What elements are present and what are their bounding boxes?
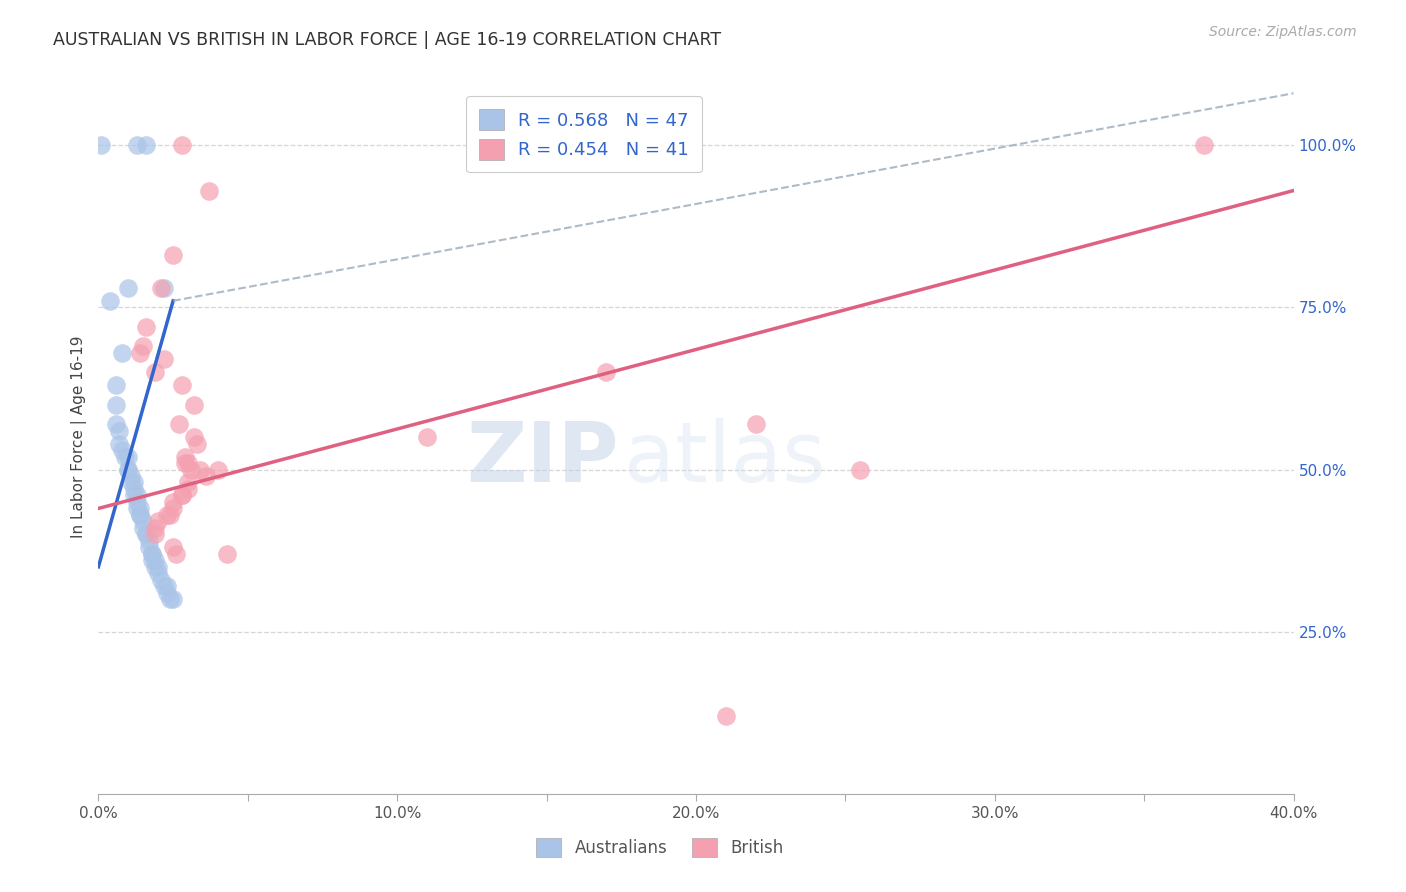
Point — [159, 592, 181, 607]
Point — [198, 184, 221, 198]
Y-axis label: In Labor Force | Age 16-19: In Labor Force | Age 16-19 — [72, 335, 87, 539]
Point — [172, 488, 194, 502]
Point — [127, 488, 149, 502]
Text: atlas: atlas — [624, 418, 825, 499]
Point — [124, 475, 146, 490]
Point — [124, 488, 146, 502]
Point — [132, 515, 155, 529]
Point — [143, 521, 166, 535]
Point — [162, 495, 184, 509]
Point — [153, 281, 176, 295]
Point — [165, 547, 187, 561]
Point — [129, 508, 152, 522]
Point — [416, 430, 439, 444]
Legend: Australians, British: Australians, British — [530, 831, 790, 864]
Point — [156, 508, 179, 522]
Point — [207, 462, 229, 476]
Point — [162, 248, 184, 262]
Point — [195, 469, 218, 483]
Point — [156, 579, 179, 593]
Point — [141, 547, 163, 561]
Point — [111, 345, 134, 359]
Point — [156, 586, 179, 600]
Point — [174, 456, 197, 470]
Point — [108, 424, 131, 438]
Text: ZIP: ZIP — [465, 418, 619, 499]
Point — [132, 521, 155, 535]
Point — [105, 398, 128, 412]
Point — [90, 138, 112, 153]
Point — [148, 566, 170, 581]
Point — [143, 553, 166, 567]
Point — [111, 443, 134, 458]
Point — [148, 515, 170, 529]
Point — [127, 138, 149, 153]
Point — [129, 501, 152, 516]
Point — [153, 579, 176, 593]
Point — [595, 365, 617, 379]
Point — [117, 450, 139, 464]
Point — [143, 527, 166, 541]
Point — [183, 398, 205, 412]
Point — [120, 469, 142, 483]
Point — [120, 475, 142, 490]
Point — [188, 462, 211, 476]
Point — [172, 138, 194, 153]
Text: AUSTRALIAN VS BRITISH IN LABOR FORCE | AGE 16-19 CORRELATION CHART: AUSTRALIAN VS BRITISH IN LABOR FORCE | A… — [53, 31, 721, 49]
Point — [138, 533, 160, 548]
Point — [127, 495, 149, 509]
Point — [150, 281, 173, 295]
Point — [167, 417, 190, 431]
Point — [138, 541, 160, 555]
Point — [174, 450, 197, 464]
Point — [141, 553, 163, 567]
Point — [129, 345, 152, 359]
Point — [150, 573, 173, 587]
Point — [177, 456, 200, 470]
Point — [108, 436, 131, 450]
Point — [186, 436, 208, 450]
Point — [1192, 138, 1215, 153]
Point — [183, 430, 205, 444]
Point — [117, 462, 139, 476]
Point — [172, 488, 194, 502]
Point — [215, 547, 238, 561]
Point — [135, 527, 157, 541]
Point — [172, 378, 194, 392]
Point — [124, 482, 146, 496]
Point — [135, 527, 157, 541]
Point — [153, 352, 176, 367]
Point — [849, 462, 872, 476]
Point — [117, 462, 139, 476]
Point — [159, 508, 181, 522]
Point — [141, 547, 163, 561]
Text: Source: ZipAtlas.com: Source: ZipAtlas.com — [1209, 25, 1357, 39]
Point — [117, 281, 139, 295]
Point — [98, 293, 122, 308]
Point — [105, 417, 128, 431]
Point — [114, 450, 136, 464]
Point — [132, 339, 155, 353]
Point — [162, 501, 184, 516]
Point — [714, 709, 737, 723]
Point — [745, 417, 768, 431]
Point — [129, 508, 152, 522]
Point — [143, 559, 166, 574]
Point — [143, 365, 166, 379]
Point — [162, 541, 184, 555]
Point — [127, 501, 149, 516]
Point — [105, 378, 128, 392]
Point — [180, 462, 202, 476]
Point — [135, 138, 157, 153]
Point — [135, 319, 157, 334]
Point — [148, 559, 170, 574]
Point — [177, 475, 200, 490]
Point — [162, 592, 184, 607]
Point — [177, 482, 200, 496]
